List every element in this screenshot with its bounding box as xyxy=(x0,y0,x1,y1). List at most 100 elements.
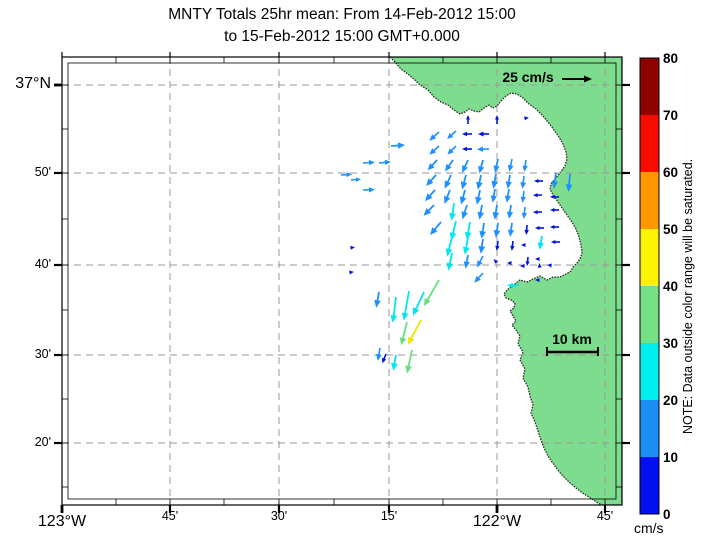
x-tick-label: 15' xyxy=(380,509,398,523)
current-vector-head xyxy=(464,231,472,240)
current-vector-head xyxy=(524,116,529,121)
current-vector-head xyxy=(493,165,500,173)
current-vector-head xyxy=(522,165,528,172)
current-vector-head xyxy=(444,195,451,204)
current-vector-head xyxy=(397,142,405,149)
current-vector-shaft xyxy=(408,319,422,342)
current-vector-head xyxy=(376,353,382,361)
map-frame-outer xyxy=(61,56,623,506)
current-vector-head xyxy=(475,196,482,205)
land-polygon xyxy=(389,57,622,505)
y-tick-label: 37°N xyxy=(15,75,51,92)
current-vector-head xyxy=(462,146,467,152)
current-vector-head xyxy=(524,229,529,235)
current-vector-head xyxy=(477,211,484,220)
current-vector-head xyxy=(533,193,538,198)
current-vector-head xyxy=(368,159,375,166)
current-vector-head xyxy=(521,212,528,219)
current-vector-head xyxy=(401,312,409,321)
current-vector-head xyxy=(444,180,451,189)
colorbar-segment xyxy=(640,58,659,115)
current-vector-head xyxy=(491,180,498,189)
y-tick-label: 40' xyxy=(34,257,51,271)
current-vector-head xyxy=(384,159,391,166)
current-vector-head xyxy=(425,193,433,202)
colorbar-segment xyxy=(640,115,659,172)
x-tick-label: 45' xyxy=(161,509,179,523)
title-line-2: to 15-Feb-2012 15:00 GMT+0.000 xyxy=(224,28,460,45)
current-vector-head xyxy=(507,164,514,172)
y-tick-label: 30' xyxy=(34,347,51,361)
current-vector-head xyxy=(463,261,470,269)
current-vector-head xyxy=(350,245,355,250)
current-vector-head xyxy=(505,181,512,189)
current-vector-head xyxy=(459,196,467,205)
current-vector-head xyxy=(520,264,525,268)
current-vector-head xyxy=(446,262,454,271)
current-vector-head xyxy=(477,146,484,152)
current-vector-head xyxy=(449,212,456,221)
current-vector-head xyxy=(466,115,470,120)
current-vector-head xyxy=(462,165,468,173)
colorbar-unit-label: cm/s xyxy=(634,520,664,536)
current-vector-head xyxy=(534,179,539,183)
current-vector-head xyxy=(391,362,398,371)
current-vector-head xyxy=(492,211,500,220)
current-vector-head xyxy=(476,181,483,190)
current-vector-head xyxy=(349,270,354,275)
colorbar-border xyxy=(639,57,660,515)
colorbar-segment xyxy=(640,457,659,514)
colorbar-tick-label: 0 xyxy=(663,507,671,522)
current-vector-head xyxy=(533,210,538,215)
current-vector-head xyxy=(495,115,499,120)
colorbar-tick-label: 40 xyxy=(663,279,679,294)
current-vector-head xyxy=(490,195,497,203)
colorbar-segment xyxy=(640,343,659,400)
current-vector-head xyxy=(537,242,544,250)
map-frame-inner xyxy=(67,62,617,500)
vector-scale-arrow-head xyxy=(584,75,592,83)
current-vector-head xyxy=(447,148,454,155)
current-vector-head xyxy=(550,208,555,212)
colorbar-note-label: NOTE: Data outside color range will be s… xyxy=(681,158,695,434)
x-tick-label: 45' xyxy=(596,509,614,523)
current-vector-shaft xyxy=(425,279,440,304)
current-vector-head xyxy=(447,133,454,139)
current-vector-head xyxy=(423,208,432,216)
current-vector-head xyxy=(507,229,515,237)
current-vector-head xyxy=(368,187,375,193)
colorbar-tick-label: 20 xyxy=(663,393,679,408)
title-line-1: MNTY Totals 25hr mean: From 14-Feb-2012 … xyxy=(168,6,516,23)
current-vector-head xyxy=(550,194,555,199)
current-vector-head xyxy=(510,245,515,251)
current-vector-head xyxy=(429,134,437,141)
current-vector-head xyxy=(461,211,468,220)
current-vector-head xyxy=(520,182,527,189)
colorbar-tick-label: 30 xyxy=(663,336,679,351)
current-vector-head xyxy=(478,245,486,254)
colorbar-tick-label: 80 xyxy=(663,51,679,66)
current-vector-head xyxy=(474,275,481,283)
colorbar-segment xyxy=(640,286,659,343)
current-vector-head xyxy=(460,181,468,190)
current-vector-head xyxy=(405,365,412,374)
current-vector-head xyxy=(551,180,559,189)
current-vector-head xyxy=(507,261,512,265)
current-vector-head xyxy=(430,227,438,235)
colorbar-segment xyxy=(640,229,659,286)
colorbar-segment xyxy=(640,172,659,229)
current-vector-head xyxy=(520,196,526,203)
current-vector-head xyxy=(462,246,470,255)
current-vector-head xyxy=(429,148,437,155)
current-vector-head xyxy=(551,240,556,244)
current-vector-head xyxy=(521,243,526,247)
current-vector-head xyxy=(427,163,435,171)
current-vector-shaft xyxy=(403,290,410,318)
current-vector-head xyxy=(476,260,483,268)
colorbar-tick-label: 60 xyxy=(663,165,679,180)
current-vector-head xyxy=(504,195,511,203)
current-vector-head xyxy=(346,172,352,178)
current-vector-head xyxy=(493,230,501,238)
